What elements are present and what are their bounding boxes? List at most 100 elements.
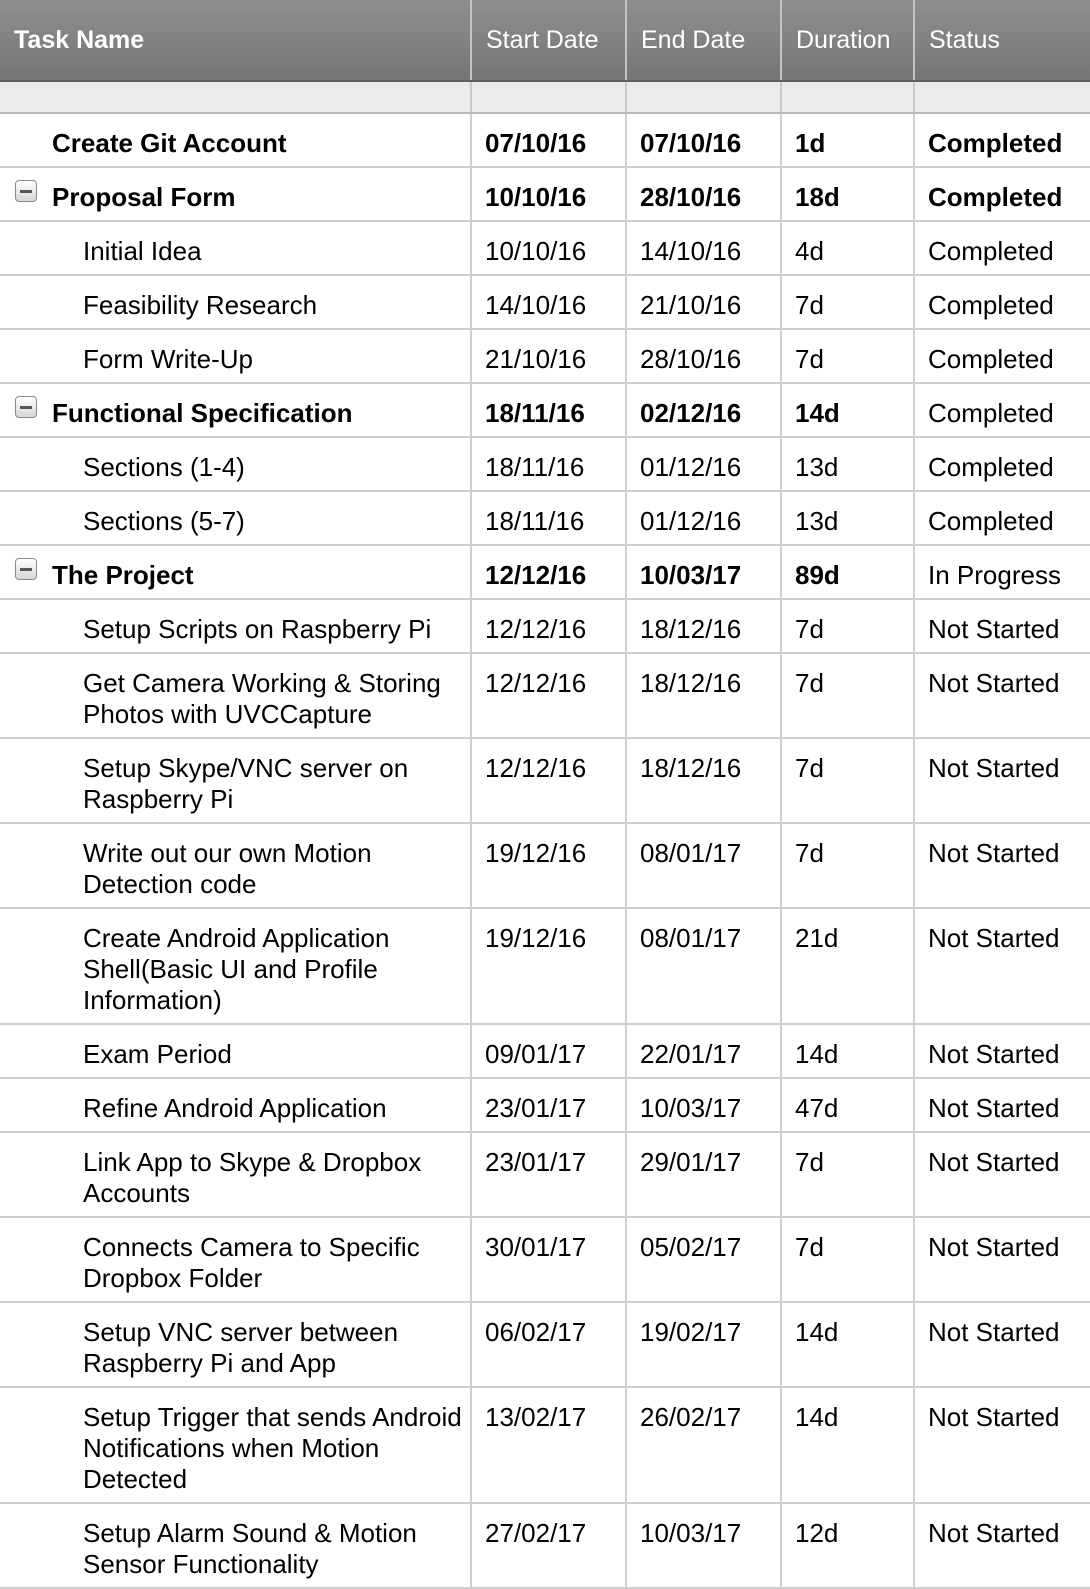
task-name-cell[interactable]: Link App to Skype & Dropbox Accounts	[0, 1132, 472, 1218]
duration-cell[interactable]: 7d	[781, 1132, 915, 1218]
status-cell[interactable]: Completed	[914, 221, 1090, 276]
start-date-cell[interactable]: 12/12/16	[471, 738, 627, 824]
task-name-cell[interactable]: Get Camera Working & Storing Photos with…	[0, 653, 472, 739]
status-cell[interactable]: Not Started	[914, 1302, 1090, 1388]
task-name-cell[interactable]: Setup Trigger that sends Android Notific…	[0, 1387, 472, 1504]
task-row[interactable]: Create Android Application Shell(Basic U…	[0, 908, 1090, 1025]
duration-cell[interactable]: 4d	[781, 221, 915, 276]
duration-cell[interactable]: 14d	[781, 383, 915, 438]
status-cell[interactable]: Not Started	[914, 653, 1090, 739]
status-cell[interactable]: Not Started	[914, 1387, 1090, 1504]
end-date-cell[interactable]: 18/12/16	[626, 599, 782, 654]
start-date-cell[interactable]: 12/12/16	[471, 653, 627, 739]
duration-cell[interactable]: 7d	[781, 738, 915, 824]
start-date-cell[interactable]: 19/12/16	[471, 823, 627, 909]
duration-cell[interactable]: 7d	[781, 599, 915, 654]
start-date-cell[interactable]: 10/10/16	[471, 221, 627, 276]
start-date-cell[interactable]: 14/10/16	[471, 275, 627, 330]
duration-cell[interactable]: 14d	[781, 1302, 915, 1388]
task-row[interactable]: Refine Android Application 23/01/17 10/03/…	[0, 1078, 1090, 1133]
status-cell[interactable]: Completed	[914, 113, 1090, 168]
task-row[interactable]: Create Git Account 07/10/16 07/10/16 1d Comp…	[0, 113, 1090, 168]
status-cell[interactable]: Not Started	[914, 1217, 1090, 1303]
task-row[interactable]: Setup Scripts on Raspberry Pi 12/12/16 18/…	[0, 599, 1090, 654]
duration-cell[interactable]: 21d	[781, 908, 915, 1025]
end-date-cell[interactable]: 22/01/17	[626, 1024, 782, 1079]
task-name-cell[interactable]: Proposal Form	[0, 167, 472, 222]
end-date-cell[interactable]: 05/02/17	[626, 1217, 782, 1303]
duration-cell[interactable]: 47d	[781, 1078, 915, 1133]
start-date-cell[interactable]: 23/01/17	[471, 1078, 627, 1133]
status-cell[interactable]: Not Started	[914, 1132, 1090, 1218]
status-cell[interactable]: In Progress	[914, 545, 1090, 600]
end-date-cell[interactable]: 18/12/16	[626, 653, 782, 739]
collapse-toggle-icon[interactable]	[15, 396, 37, 418]
task-row[interactable]: Initial Idea 10/10/16 14/10/16 4d Completed	[0, 221, 1090, 276]
duration-cell[interactable]: 18d	[781, 167, 915, 222]
status-cell[interactable]: Completed	[914, 329, 1090, 384]
task-name-cell[interactable]: Connects Camera to Specific Dropbox Fold…	[0, 1217, 472, 1303]
task-name-cell[interactable]: Write out our own Motion Detection code	[0, 823, 472, 909]
end-date-cell[interactable]: 08/01/17	[626, 823, 782, 909]
end-date-cell[interactable]: 07/10/16	[626, 113, 782, 168]
end-date-cell[interactable]: 18/12/16	[626, 738, 782, 824]
duration-cell[interactable]: 7d	[781, 275, 915, 330]
duration-cell[interactable]: 14d	[781, 1024, 915, 1079]
task-row[interactable]: Setup Alarm Sound & Motion Sensor Functi…	[0, 1503, 1090, 1589]
start-date-cell[interactable]: 23/01/17	[471, 1132, 627, 1218]
task-name-cell[interactable]: Initial Idea	[0, 221, 472, 276]
duration-cell[interactable]: 12d	[781, 1503, 915, 1589]
duration-cell[interactable]: 13d	[781, 491, 915, 546]
duration-cell[interactable]: 7d	[781, 1217, 915, 1303]
end-date-cell[interactable]: 10/03/17	[626, 1078, 782, 1133]
duration-cell[interactable]: 7d	[781, 823, 915, 909]
status-cell[interactable]: Completed	[914, 491, 1090, 546]
task-name-cell[interactable]: The Project	[0, 545, 472, 600]
column-header-status[interactable]: Status	[914, 0, 1090, 82]
status-cell[interactable]: Completed	[914, 437, 1090, 492]
status-cell[interactable]: Completed	[914, 167, 1090, 222]
task-row[interactable]: Setup Skype/VNC server on Raspberry Pi 12…	[0, 738, 1090, 824]
task-row[interactable]: Connects Camera to Specific Dropbox Fold…	[0, 1217, 1090, 1303]
end-date-cell[interactable]: 26/02/17	[626, 1387, 782, 1504]
task-name-cell[interactable]: Refine Android Application	[0, 1078, 472, 1133]
task-name-cell[interactable]: Setup Scripts on Raspberry Pi	[0, 599, 472, 654]
duration-cell[interactable]: 13d	[781, 437, 915, 492]
end-date-cell[interactable]: 14/10/16	[626, 221, 782, 276]
status-cell[interactable]: Not Started	[914, 1503, 1090, 1589]
duration-cell[interactable]: 89d	[781, 545, 915, 600]
end-date-cell[interactable]: 29/01/17	[626, 1132, 782, 1218]
task-row[interactable]: Proposal Form 10/10/16 28/10/16 18d Complete…	[0, 167, 1090, 222]
duration-cell[interactable]: 1d	[781, 113, 915, 168]
end-date-cell[interactable]: 10/03/17	[626, 1503, 782, 1589]
column-header-duration[interactable]: Duration	[781, 0, 915, 82]
task-row[interactable]: Link App to Skype & Dropbox Accounts 23/0…	[0, 1132, 1090, 1218]
task-row[interactable]: Form Write-Up 21/10/16 28/10/16 7d Completed	[0, 329, 1090, 384]
start-date-cell[interactable]: 06/02/17	[471, 1302, 627, 1388]
start-date-cell[interactable]: 12/12/16	[471, 545, 627, 600]
task-name-cell[interactable]: Setup Skype/VNC server on Raspberry Pi	[0, 738, 472, 824]
task-name-cell[interactable]: Sections (1-4)	[0, 437, 472, 492]
status-cell[interactable]: Not Started	[914, 1078, 1090, 1133]
start-date-cell[interactable]: 30/01/17	[471, 1217, 627, 1303]
status-cell[interactable]: Not Started	[914, 823, 1090, 909]
task-name-cell[interactable]: Setup Alarm Sound & Motion Sensor Functi…	[0, 1503, 472, 1589]
task-row[interactable]: Setup Trigger that sends Android Notific…	[0, 1387, 1090, 1504]
start-date-cell[interactable]: 27/02/17	[471, 1503, 627, 1589]
task-row[interactable]: The Project 12/12/16 10/03/17 89d In Progres…	[0, 545, 1090, 600]
start-date-cell[interactable]: 18/11/16	[471, 491, 627, 546]
task-name-cell[interactable]: Create Android Application Shell(Basic U…	[0, 908, 472, 1025]
start-date-cell[interactable]: 12/12/16	[471, 599, 627, 654]
end-date-cell[interactable]: 19/02/17	[626, 1302, 782, 1388]
column-header-end-date[interactable]: End Date	[626, 0, 782, 82]
start-date-cell[interactable]: 18/11/16	[471, 437, 627, 492]
duration-cell[interactable]: 7d	[781, 653, 915, 739]
task-row[interactable]: Exam Period 09/01/17 22/01/17 14d Not Starte…	[0, 1024, 1090, 1079]
task-row[interactable]: Sections (5-7) 18/11/16 01/12/16 13d Complet…	[0, 491, 1090, 546]
task-row[interactable]: Get Camera Working & Storing Photos with…	[0, 653, 1090, 739]
end-date-cell[interactable]: 02/12/16	[626, 383, 782, 438]
task-name-cell[interactable]: Sections (5-7)	[0, 491, 472, 546]
task-name-cell[interactable]: Feasibility Research	[0, 275, 472, 330]
end-date-cell[interactable]: 28/10/16	[626, 329, 782, 384]
task-name-cell[interactable]: Setup VNC server between Raspberry Pi an…	[0, 1302, 472, 1388]
